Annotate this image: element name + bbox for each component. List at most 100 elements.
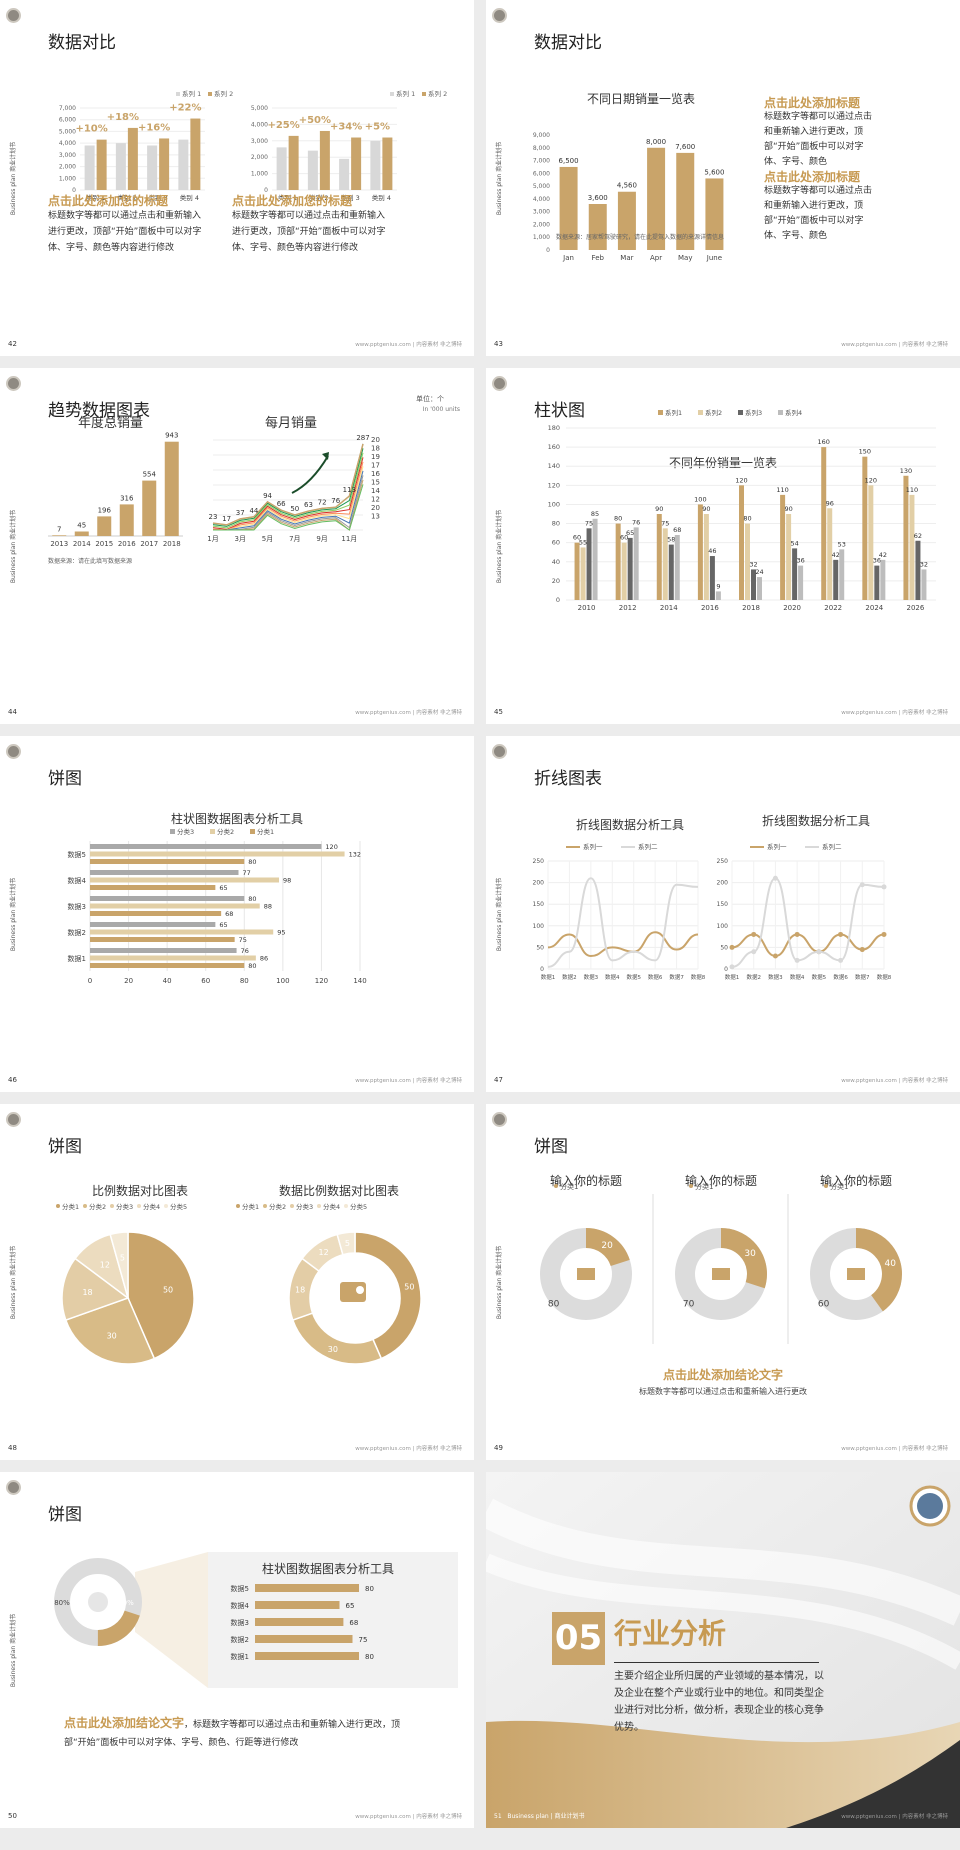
bar [255, 1652, 359, 1660]
bar [84, 145, 95, 190]
category-label: Jan [562, 254, 574, 262]
slide-title: 折线图表 [534, 769, 602, 789]
bar [745, 523, 750, 600]
slide-47[interactable]: Business plan 商业计划书 折线图表 折线图数据分析工具 折线图数据… [486, 736, 960, 1092]
data-label: 65 [219, 884, 227, 892]
data-label: 554 [143, 471, 157, 479]
bar [307, 150, 318, 190]
bar [839, 549, 845, 600]
end-label: 19 [371, 453, 380, 461]
legend-label: 分类3 [296, 1202, 313, 1211]
legend-label: 分类1 [257, 827, 274, 836]
tick-label: 2,000 [533, 221, 550, 228]
slide-title: 趋势数据图表 [48, 401, 150, 421]
x-label: 数据3 [584, 973, 599, 981]
people-icon [577, 1268, 595, 1280]
tick-label: 5,000 [251, 105, 268, 112]
bar [703, 514, 709, 600]
legend-label: 系列一 [767, 842, 787, 851]
data-point [859, 882, 865, 888]
page-number: 48 [8, 1444, 17, 1452]
pie-slice [64, 1297, 156, 1365]
tick-label: 100 [533, 923, 545, 930]
tick-label: 20 [124, 977, 133, 985]
tick-label: 80 [240, 977, 249, 985]
slide-title: 饼图 [534, 1137, 568, 1157]
emblem-inner [917, 1493, 943, 1519]
end-label: 20 [371, 436, 380, 444]
tick-label: 0 [556, 596, 560, 604]
section-title: 行业分析 [614, 1617, 727, 1650]
pie-slice [127, 1231, 195, 1360]
slide-50[interactable]: Business plan 商业计划书 饼图 80% 20% 数据5 80 数据4 65 数… [0, 1472, 474, 1828]
tick-label: 3,000 [533, 209, 550, 216]
data-label: 4,560 [617, 182, 637, 190]
logo-icon [6, 1480, 21, 1495]
data-label: 6,500 [559, 157, 579, 165]
category-label: 类别 2 [117, 193, 136, 202]
legend-swatch [698, 410, 703, 415]
category-label: Apr [650, 254, 662, 262]
tick-label: 8,000 [533, 145, 550, 152]
bar [74, 531, 89, 536]
data-label: 100 [694, 495, 706, 503]
tick-label: 1,000 [251, 171, 268, 178]
legend-label: 系列二 [638, 842, 658, 851]
bar [255, 1635, 353, 1643]
right-pct: 20% [118, 1599, 134, 1607]
data-label: 75 [239, 936, 247, 944]
category-label: 类别 4 [180, 193, 199, 202]
legend-label: 系列2 [705, 408, 722, 417]
slide-48[interactable]: Business plan 商业计划书 饼图 比例数据对比图表 数据比例数据对比… [0, 1104, 474, 1460]
bar [586, 528, 592, 600]
legend-label: 系列 2 [428, 89, 447, 98]
slide-44[interactable]: Business plan 商业计划书 趋势数据图表 年度总销量 每月销量 单位… [0, 368, 474, 724]
slide-49[interactable]: Business plan 商业计划书 饼图 输入你的标题 输入你的标题 输入你… [486, 1104, 960, 1460]
slide-51[interactable]: 05 行业分析 主要介绍企业所归属的产业领域的基本情况，以及企业在整个产业或行业… [486, 1472, 960, 1828]
category-label: 2015 [95, 540, 113, 548]
category-label: 数据5 [231, 1584, 249, 1593]
data-label: 65 [626, 529, 634, 537]
tick-label: 120 [548, 481, 560, 489]
category-label: 2014 [73, 540, 91, 548]
category-label: 数据2 [68, 928, 86, 937]
bar [339, 158, 350, 190]
legend-label: 分类4 [143, 1202, 160, 1211]
bar [751, 569, 756, 600]
horizontal-bar-chart: 分类3 分类2 分类1 0 20 40 60 80 100 120 140 数据5 120 132 80 数据… [68, 827, 367, 985]
category-label: 2010 [578, 604, 596, 612]
section-number: 05 [552, 1612, 605, 1665]
tick-label: 250 [717, 858, 729, 865]
x-label: 数据2 [562, 973, 577, 981]
data-label: 32 [920, 560, 928, 568]
slide-45[interactable]: Business plan 商业计划书 柱状图 不同年份销量一览表 系列1 系列2… [486, 368, 960, 724]
legend-label: 分类2 [269, 1202, 286, 1211]
category-label: 2014 [660, 604, 678, 612]
data-label: 80 [614, 515, 622, 523]
legend-swatch [344, 1204, 348, 1208]
slide-46[interactable]: Business plan 商业计划书 饼图 柱状图数据图表分析工具 分类3 分类… [0, 736, 474, 1092]
category-label: 2016 [118, 540, 136, 548]
unit-label: 单位：个 [416, 395, 444, 403]
bar-chart: 0 1,000 2,000 3,000 4,000 5,000 6,000 7,000 8,00… [533, 132, 725, 262]
legend-label: 系列1 [665, 408, 682, 417]
tick-label: 0 [88, 977, 92, 985]
data-label: 7 [57, 525, 61, 533]
bar [588, 204, 607, 250]
legend-label: 分类2 [89, 1202, 106, 1211]
legend-label: 分类1 [830, 1182, 848, 1191]
data-label: 8,000 [646, 138, 666, 146]
value-label: 30 [744, 1249, 756, 1259]
data-label: 80 [365, 1653, 374, 1661]
bar [90, 877, 279, 883]
slide-42[interactable]: Business plan 商业计划书 数据对比 0 1,000 2,000 3,00… [0, 0, 474, 356]
tick-label: 0 [72, 187, 76, 194]
data-label: 120 [325, 843, 337, 851]
data-label: 68 [225, 910, 233, 918]
bar [676, 152, 695, 250]
unit-label-2: In '000 units [422, 406, 460, 413]
slide-43[interactable]: Business plan 商业计划书 数据对比 不同日期销量一览表 0 1,00… [486, 0, 960, 356]
legend-swatch [164, 1204, 168, 1208]
logo-icon [6, 376, 21, 391]
tick-label: 100 [276, 977, 289, 985]
